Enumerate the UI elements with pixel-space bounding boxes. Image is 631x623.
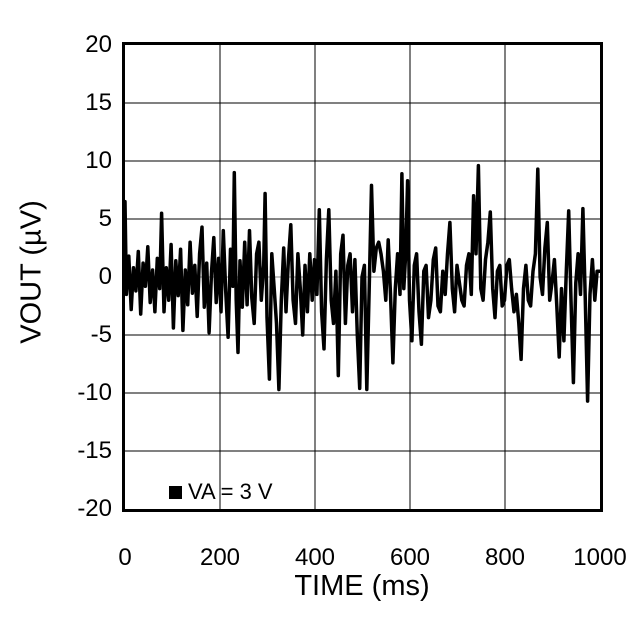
legend: VA = 3 V xyxy=(169,481,273,503)
x-tick-label: 400 xyxy=(294,544,336,571)
x-tick-label: 1000 xyxy=(573,544,627,571)
noise-trace-plot xyxy=(125,45,600,509)
y-tick-label: -15 xyxy=(77,437,112,464)
y-tick-label: 5 xyxy=(98,205,112,232)
y-tick-label: -10 xyxy=(77,379,112,406)
x-tick-label: 200 xyxy=(199,544,241,571)
x-axis-title: TIME (ms) xyxy=(294,570,430,602)
y-tick-label: -20 xyxy=(77,495,112,522)
y-tick-label: 0 xyxy=(98,263,112,290)
y-tick-label: 10 xyxy=(85,147,112,174)
noise-trace xyxy=(125,163,600,403)
y-tick-label: 15 xyxy=(85,89,112,116)
x-tick-label: 800 xyxy=(484,544,526,571)
legend-label: VA = 3 V xyxy=(188,479,273,504)
x-tick-label: 600 xyxy=(389,544,431,571)
plot-area: VA = 3 V xyxy=(122,42,603,512)
x-tick-label: 0 xyxy=(118,544,132,571)
y-tick-label: -5 xyxy=(90,321,112,348)
y-tick-label: 20 xyxy=(85,31,112,58)
legend-square-marker xyxy=(169,485,182,499)
